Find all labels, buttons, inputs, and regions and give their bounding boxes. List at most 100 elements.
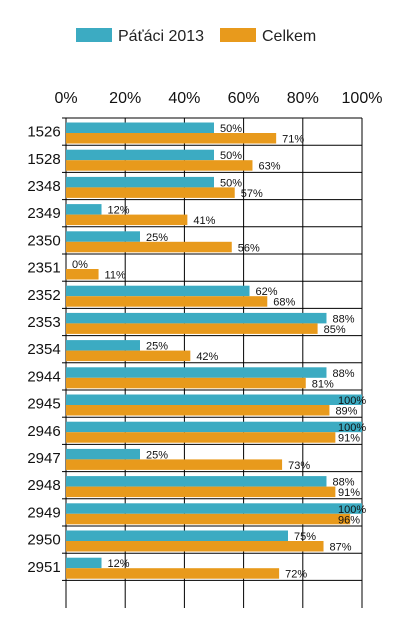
data-label-pataci: 50% xyxy=(220,150,242,162)
category-label: 2947 xyxy=(27,450,60,467)
bar-celkem xyxy=(66,350,191,362)
legend-label-1: Páťáci 2013 xyxy=(118,28,204,45)
bar-pataci xyxy=(66,530,288,541)
x-axis-ticks: 0% 20% 40% 60% 80% 100% xyxy=(54,90,382,107)
bar-celkem xyxy=(66,486,336,498)
data-label-pataci: 25% xyxy=(146,449,168,461)
category-label: 2950 xyxy=(27,532,60,549)
bar-celkem xyxy=(66,405,330,416)
x-tick-label: 40% xyxy=(168,90,200,107)
bar-pataci xyxy=(66,231,140,242)
data-label-pataci: 25% xyxy=(146,341,168,353)
bar-celkem xyxy=(66,377,306,389)
bar-celkem xyxy=(66,160,253,171)
data-label-celkem: 91% xyxy=(338,433,360,445)
data-label-celkem: 89% xyxy=(335,406,357,418)
bar-pataci xyxy=(66,421,362,433)
data-label-celkem: 42% xyxy=(196,351,218,363)
bar-celkem xyxy=(66,323,318,334)
bar-pataci xyxy=(66,122,214,133)
bar-pataci xyxy=(66,176,214,188)
data-label-celkem: 81% xyxy=(312,378,334,390)
data-label-celkem: 87% xyxy=(330,542,352,554)
data-label-pataci: 100% xyxy=(338,504,366,516)
legend-label-2: Celkem xyxy=(262,28,316,45)
data-label-celkem: 56% xyxy=(238,242,260,254)
data-label-pataci: 12% xyxy=(108,205,130,217)
bar-celkem xyxy=(66,568,280,579)
category-label: 2348 xyxy=(27,178,60,195)
data-label-pataci: 12% xyxy=(108,558,130,570)
data-label-pataci: 75% xyxy=(294,531,316,543)
data-label-pataci: 100% xyxy=(338,395,366,407)
category-label: 1526 xyxy=(27,124,60,141)
data-labels: 50%71%50%63%50%57%12%41%25%56%0%11%62%68… xyxy=(72,123,366,581)
x-tick-label: 100% xyxy=(342,90,383,107)
data-label-pataci: 88% xyxy=(332,368,354,380)
bar-celkem xyxy=(66,241,232,253)
bar-pataci xyxy=(66,503,362,514)
data-label-celkem: 73% xyxy=(288,460,310,472)
category-labels: 1526 1528 2348 2349 2350 2351 2352 2353 2354 2944… xyxy=(27,124,60,576)
bar-pataci xyxy=(66,394,362,405)
category-label: 2350 xyxy=(27,232,60,249)
bar-celkem xyxy=(66,541,324,552)
data-label-pataci: 50% xyxy=(220,177,242,189)
data-label-celkem: 71% xyxy=(282,134,304,146)
bar-pataci xyxy=(66,367,327,378)
bar-pataci xyxy=(66,557,102,569)
data-label-pataci: 25% xyxy=(146,232,168,244)
x-tick-label: 80% xyxy=(287,90,319,107)
category-label: 2349 xyxy=(27,205,60,222)
data-label-celkem: 68% xyxy=(273,297,295,309)
bar-pataci xyxy=(66,476,327,487)
legend-swatch-1 xyxy=(76,28,112,42)
data-label-celkem: 11% xyxy=(105,270,126,282)
grid-lines xyxy=(62,117,363,608)
x-tick-label: 0% xyxy=(54,90,77,107)
bar-pataci xyxy=(66,448,140,460)
category-label: 2944 xyxy=(27,368,60,385)
data-label-pataci: 0% xyxy=(72,259,88,271)
data-label-celkem: 85% xyxy=(324,324,346,336)
category-label: 1528 xyxy=(27,151,60,168)
bar-celkem xyxy=(66,187,235,198)
bar-pataci xyxy=(66,285,250,297)
data-label-celkem: 72% xyxy=(285,569,307,581)
data-label-pataci: 50% xyxy=(220,123,242,135)
data-label-celkem: 96% xyxy=(338,514,360,526)
bar-celkem xyxy=(66,133,277,144)
category-label: 2352 xyxy=(27,287,60,304)
data-label-celkem: 91% xyxy=(338,487,360,499)
legend: Páťáci 2013 Celkem xyxy=(76,28,316,45)
category-label: 2353 xyxy=(27,314,60,331)
data-label-pataci: 88% xyxy=(332,477,354,489)
category-label: 2949 xyxy=(27,504,60,521)
data-label-celkem: 57% xyxy=(241,188,263,200)
category-label: 2354 xyxy=(27,341,60,358)
data-label-celkem: 63% xyxy=(258,161,280,173)
category-label: 2948 xyxy=(27,477,60,494)
bar-celkem xyxy=(66,459,283,470)
bar-celkem xyxy=(66,513,351,525)
data-label-pataci: 62% xyxy=(256,286,278,298)
bar-celkem xyxy=(66,432,336,443)
bar-celkem xyxy=(66,214,188,226)
bar-celkem xyxy=(66,269,99,280)
bar-celkem xyxy=(66,296,268,307)
category-label: 2946 xyxy=(27,423,60,440)
x-tick-label: 20% xyxy=(109,90,141,107)
data-label-celkem: 41% xyxy=(193,215,215,227)
bars xyxy=(66,122,362,579)
bar-pataci xyxy=(66,312,327,324)
bar-pataci xyxy=(66,340,140,351)
data-label-pataci: 88% xyxy=(332,313,354,325)
bar-pataci xyxy=(66,149,214,161)
category-label: 2951 xyxy=(27,559,60,576)
category-label: 2351 xyxy=(27,260,60,277)
category-label: 2945 xyxy=(27,396,60,413)
bar-pataci xyxy=(66,204,102,215)
legend-swatch-2 xyxy=(220,28,256,42)
data-label-pataci: 100% xyxy=(338,422,366,434)
